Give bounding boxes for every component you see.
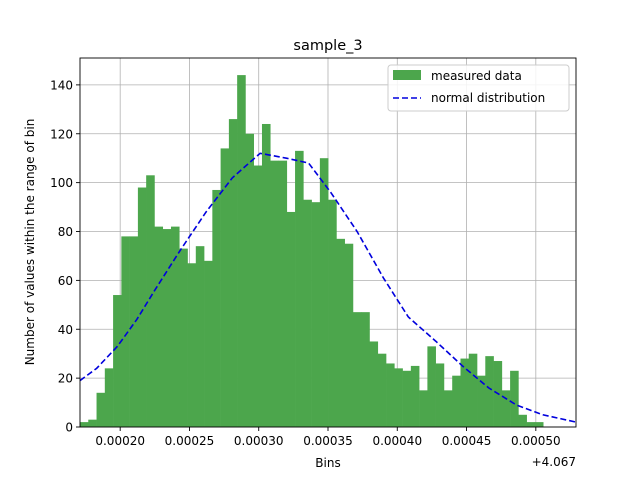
histogram-bar	[129, 236, 139, 427]
histogram-bars	[80, 75, 544, 428]
x-tick-label: 0.00050	[511, 434, 561, 448]
y-tick-label: 140	[50, 78, 73, 92]
histogram-bar	[170, 226, 180, 427]
x-tick-label: 0.00040	[372, 434, 422, 448]
histogram-bar	[237, 75, 246, 427]
histogram-bar	[245, 133, 254, 427]
histogram-bar	[394, 368, 403, 427]
histogram-bar	[104, 368, 114, 427]
y-tick-label: 80	[58, 225, 73, 239]
histogram-bar	[179, 248, 188, 427]
histogram-bar	[410, 365, 420, 427]
histogram-bar	[477, 375, 486, 427]
x-tick-label: 0.00025	[165, 434, 215, 448]
histogram-bar	[261, 123, 271, 427]
x-axis-label: Bins	[315, 456, 340, 470]
histogram-bar	[534, 422, 544, 427]
histogram-bar	[328, 199, 337, 427]
histogram-bar	[468, 353, 478, 427]
histogram-bar	[319, 158, 329, 427]
histogram-bar	[146, 175, 155, 427]
histogram-bar	[286, 211, 296, 427]
histogram-bar	[419, 390, 428, 427]
y-axis-label: Number of values within the range of bin	[23, 119, 37, 366]
histogram-bar	[369, 341, 379, 427]
histogram-bar	[154, 226, 164, 427]
histogram-bar	[228, 119, 238, 427]
y-axis: 0 20 40 60 80 100 120 140	[50, 78, 80, 435]
normal-distribution-line	[79, 152, 577, 423]
histogram-bar	[137, 187, 147, 427]
y-tick-label: 100	[50, 176, 73, 190]
histogram-bar	[386, 363, 395, 427]
histogram-bar	[204, 260, 213, 427]
histogram-bar	[113, 295, 122, 427]
histogram-bar	[443, 390, 453, 427]
histogram-bar	[427, 346, 436, 427]
x-axis-offset-label: +4.067	[532, 455, 576, 469]
histogram-bar	[96, 392, 106, 427]
histogram-bar	[352, 312, 362, 427]
x-tick-label: 0.00045	[442, 434, 492, 448]
histogram-bar	[121, 236, 130, 427]
histogram-bar	[452, 375, 461, 427]
legend-box	[387, 64, 570, 112]
x-axis: 0.00020 0.00025 0.00030 0.00035 0.00040 0.000…	[95, 427, 561, 448]
y-tick-label: 20	[58, 372, 73, 386]
y-tick-label: 0	[65, 421, 73, 435]
histogram-bar	[270, 160, 279, 428]
histogram-bar	[253, 165, 263, 427]
histogram-bar	[518, 414, 527, 427]
histogram-bar	[162, 229, 172, 427]
histogram-bar	[88, 419, 97, 427]
normal-curve	[79, 152, 577, 423]
histogram-bar	[377, 353, 387, 427]
legend: measured data normal distribution	[387, 64, 570, 112]
y-tick-label: 60	[58, 274, 73, 288]
histogram-bar	[303, 199, 312, 427]
chart-title: sample_3	[293, 38, 362, 54]
histogram-bar	[336, 238, 345, 427]
histogram-bar	[80, 422, 89, 427]
histogram-bar	[195, 246, 205, 427]
histogram-bar	[501, 390, 511, 427]
histogram-bar	[526, 422, 536, 427]
histogram-bar	[311, 202, 321, 427]
y-tick-label: 40	[58, 323, 73, 337]
histogram-bar	[402, 370, 412, 427]
histogram-bar	[460, 358, 470, 427]
legend-label-normal-distribution: normal distribution	[431, 91, 545, 105]
x-tick-label: 0.00030	[234, 434, 284, 448]
histogram-bar	[510, 370, 519, 427]
histogram-bar	[295, 150, 304, 427]
x-tick-label: 0.00020	[95, 434, 145, 448]
histogram-bar	[435, 363, 445, 427]
histogram-bar	[187, 263, 197, 427]
histogram-bar	[212, 189, 221, 427]
legend-label-measured-data: measured data	[431, 69, 522, 83]
histogram-bar	[278, 160, 288, 428]
x-tick-label: 0.00035	[303, 434, 353, 448]
histogram-bar	[361, 312, 370, 427]
histogram-bar	[344, 243, 354, 427]
y-tick-label: 120	[50, 127, 73, 141]
legend-swatch-measured-data	[393, 70, 421, 80]
histogram-bar	[485, 356, 494, 427]
histogram-bar	[220, 148, 230, 427]
